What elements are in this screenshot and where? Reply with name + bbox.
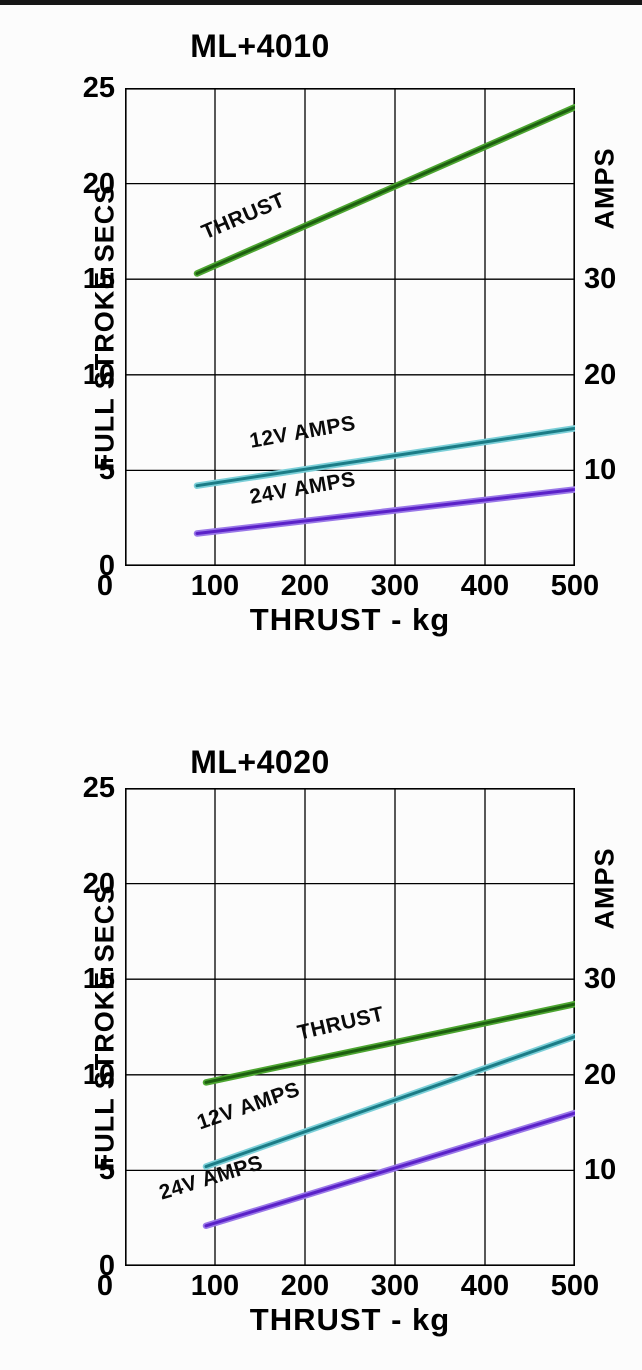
x-tick-label: 100 <box>190 1270 240 1302</box>
y-right-tick-label: 20 <box>584 1058 617 1091</box>
plot-area <box>125 788 575 1266</box>
x-tick-label: 400 <box>460 1270 510 1302</box>
y-left-tick-label: 15 <box>82 963 115 996</box>
x-tick-label: 500 <box>550 570 600 602</box>
y-right-tick-label: 10 <box>584 1154 617 1187</box>
y-left-tick-label: 10 <box>82 358 115 391</box>
chart-title: ML+4010 <box>190 28 330 64</box>
plot-canvas <box>125 788 575 1266</box>
y-left-tick-label: 20 <box>82 167 115 200</box>
chart-ml4020: ML+4020 FULL STROKE SECS AMPS THRUST 12V… <box>0 700 642 1370</box>
x-tick-label: 200 <box>280 570 330 602</box>
y-left-tick-label: 0 <box>98 550 115 582</box>
y-left-tick-label: 5 <box>98 454 115 487</box>
y-left-tick-label: 0 <box>98 1250 115 1282</box>
x-tick-label: 500 <box>550 1270 600 1302</box>
y-right-tick-label: 30 <box>584 963 617 996</box>
x-tick-label: 300 <box>370 1270 420 1302</box>
y-axis-right-title: AMPS <box>576 788 634 988</box>
chart-title: ML+4020 <box>190 744 330 780</box>
x-tick-label: 200 <box>280 1270 330 1302</box>
y-axis-left-title-text: FULL STROKE SECS <box>89 184 120 470</box>
y-axis-right-title-text: AMPS <box>589 846 620 930</box>
x-tick-label: 0 <box>96 570 114 602</box>
y-left-tick-label: 20 <box>82 867 115 900</box>
scan-edge-bar <box>0 0 642 5</box>
y-left-tick-label: 25 <box>82 72 115 104</box>
x-tick-label: 0 <box>96 1270 114 1302</box>
y-left-tick-label: 25 <box>82 772 115 804</box>
x-axis-title: THRUST - kg <box>249 1302 451 1337</box>
chart-ml4010: ML+4010 FULL STROKE SECS AMPS THRUST 12V… <box>0 0 642 660</box>
y-left-tick-label: 5 <box>98 1154 115 1187</box>
x-axis-title: THRUST - kg <box>249 602 451 637</box>
y-right-tick-label: 30 <box>584 263 617 296</box>
y-left-tick-label: 10 <box>82 1058 115 1091</box>
x-tick-label: 100 <box>190 570 240 602</box>
y-axis-left-title-text: FULL STROKE SECS <box>89 884 120 1170</box>
x-tick-label: 400 <box>460 570 510 602</box>
y-axis-right-title-text: AMPS <box>589 146 620 230</box>
plot-canvas <box>125 88 575 566</box>
y-right-tick-label: 10 <box>584 454 617 487</box>
x-tick-label: 300 <box>370 570 420 602</box>
y-axis-right-title: AMPS <box>576 88 634 288</box>
plot-area <box>125 88 575 566</box>
y-left-tick-label: 15 <box>82 263 115 296</box>
y-right-tick-label: 20 <box>584 358 617 391</box>
